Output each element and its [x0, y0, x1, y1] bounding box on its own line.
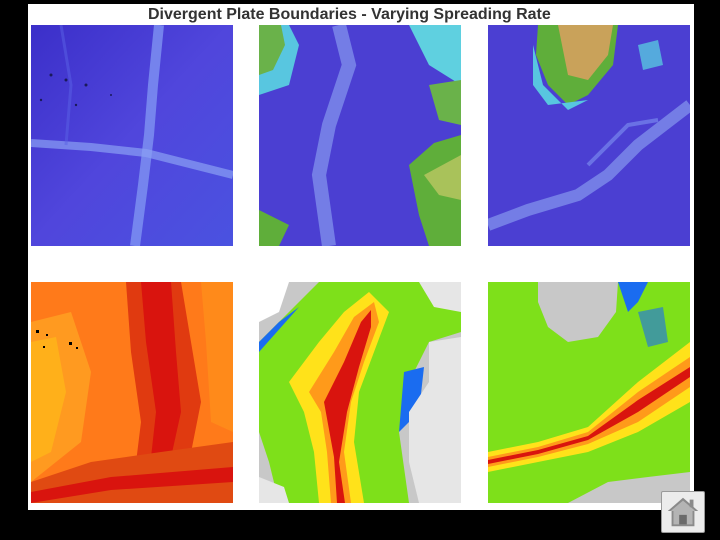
bathymetry-map-atlantic: [259, 25, 461, 246]
age-map-atlantic: [259, 282, 461, 503]
bathymetry-map-indian: [488, 25, 690, 246]
home-icon: [667, 497, 699, 527]
slide-title: Divergent Plate Boundaries - Varying Spr…: [148, 6, 551, 23]
bathymetry-map-pacific: [31, 25, 233, 246]
age-map-indian: [488, 282, 690, 503]
age-map-pacific: [31, 282, 233, 503]
home-button[interactable]: [661, 491, 705, 533]
